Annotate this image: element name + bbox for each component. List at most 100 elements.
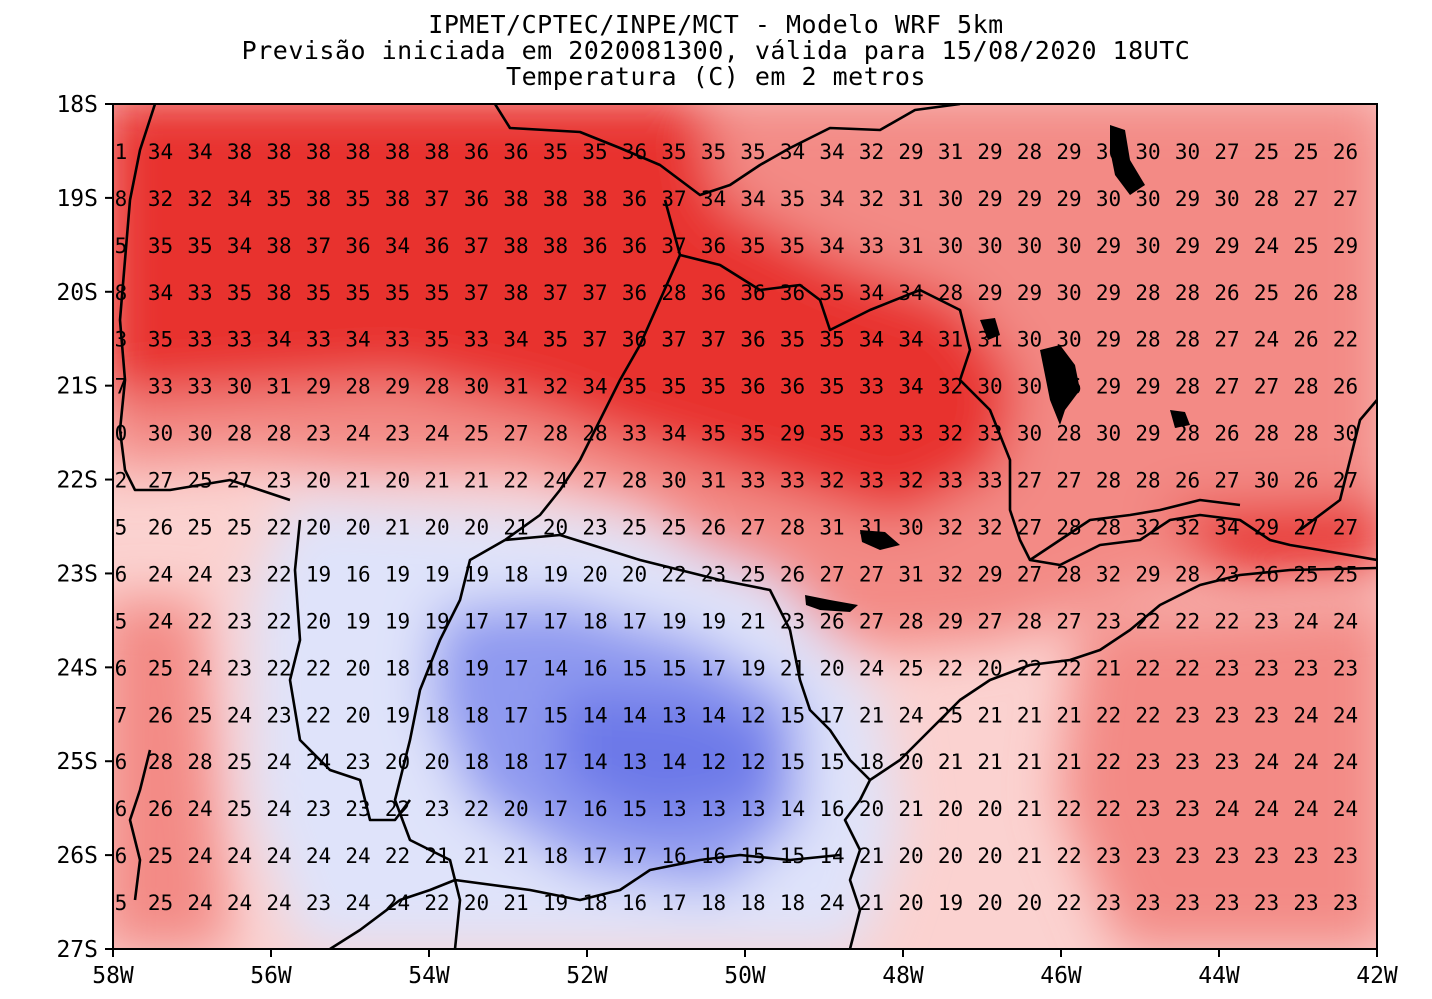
temperature-value: 27 bbox=[1214, 469, 1239, 493]
temperature-value: 18 bbox=[859, 750, 884, 774]
temperature-value: 27 bbox=[503, 422, 528, 446]
temperature-value: 30 bbox=[1017, 422, 1042, 446]
temperature-value: 32 bbox=[148, 187, 173, 211]
temperature-value: 32 bbox=[898, 469, 923, 493]
temperature-value: 35 bbox=[819, 375, 844, 399]
temperature-value: 33 bbox=[187, 281, 212, 305]
temperature-value: 20 bbox=[464, 516, 489, 540]
temperature-value: 26 bbox=[148, 797, 173, 821]
temperature-value: 27 bbox=[859, 609, 884, 633]
temperature-value: 30 bbox=[1096, 140, 1121, 164]
temperature-value: 27 bbox=[1293, 516, 1318, 540]
temperature-value: 35 bbox=[266, 187, 291, 211]
temperature-value: 28 bbox=[543, 422, 568, 446]
temperature-value: 27 bbox=[227, 469, 252, 493]
temperature-value: 25 bbox=[898, 656, 923, 680]
temperature-value: 28 bbox=[266, 422, 291, 446]
temperature-value: 38 bbox=[266, 281, 291, 305]
temperature-value: 2 bbox=[1379, 844, 1392, 868]
temperature-value: 21 bbox=[424, 844, 449, 868]
temperature-value: 29 bbox=[1017, 281, 1042, 305]
temperature-value: 27 bbox=[740, 516, 765, 540]
temperature-value: 22 bbox=[464, 797, 489, 821]
temperature-value: 29 bbox=[1135, 375, 1160, 399]
border-pr-sp bbox=[504, 533, 871, 781]
temperature-value: 23 bbox=[1254, 703, 1279, 727]
temperature-value: 30 bbox=[187, 422, 212, 446]
temperature-value: 29 bbox=[1175, 234, 1200, 258]
border-south-west bbox=[128, 749, 152, 901]
temperature-value: 22 bbox=[306, 656, 331, 680]
temperature-value: 23 bbox=[1254, 891, 1279, 915]
temperature-value: 20 bbox=[938, 797, 963, 821]
temperature-value: 27 bbox=[1333, 469, 1358, 493]
temperature-value: 2 bbox=[1379, 469, 1392, 493]
temperature-value: 18 bbox=[503, 750, 528, 774]
temperature-value: 32 bbox=[1096, 562, 1121, 586]
temperature-value: 35 bbox=[740, 422, 765, 446]
temperature-value: 28 bbox=[622, 469, 647, 493]
temperature-value: 30 bbox=[1135, 140, 1160, 164]
temperature-value: 24 bbox=[148, 609, 173, 633]
temperature-value: 38 bbox=[306, 140, 331, 164]
temperature-value: 34 bbox=[148, 140, 173, 164]
field-coldest-zone bbox=[560, 690, 780, 820]
temperature-value: 29 bbox=[1254, 516, 1279, 540]
temperature-value: 35 bbox=[622, 375, 647, 399]
temperature-value: 22 bbox=[187, 609, 212, 633]
temperature-value: 24 bbox=[227, 703, 252, 727]
temperature-value: 35 bbox=[543, 328, 568, 352]
temperature-value: 22 bbox=[1056, 891, 1081, 915]
temperature-value: 23 bbox=[306, 422, 331, 446]
temperature-value: 20 bbox=[345, 703, 370, 727]
temperature-value: 28 bbox=[1254, 422, 1279, 446]
x-tick-label: 52W bbox=[566, 963, 608, 989]
temperature-value: 14 bbox=[701, 703, 726, 727]
temperature-value: 30 bbox=[148, 422, 173, 446]
temperature-value: 23 bbox=[1214, 844, 1239, 868]
temperature-value: 25 bbox=[148, 844, 173, 868]
temperature-value: 35 bbox=[187, 234, 212, 258]
temperature-value: 38 bbox=[543, 234, 568, 258]
temperature-value: 22 bbox=[1056, 844, 1081, 868]
temperature-value: 26 bbox=[1254, 562, 1279, 586]
temperature-value: 2 bbox=[1379, 891, 1392, 915]
temperature-value: 27 bbox=[1214, 140, 1239, 164]
temperature-value: 36 bbox=[503, 140, 528, 164]
temperature-value: 37 bbox=[661, 234, 686, 258]
temperature-value: 3 bbox=[1379, 422, 1392, 446]
temperature-value: 34 bbox=[582, 375, 607, 399]
temperature-value: 27 bbox=[1333, 187, 1358, 211]
temperature-value: 28 bbox=[1017, 609, 1042, 633]
temperature-value: 22 bbox=[424, 891, 449, 915]
x-tick-label: 46W bbox=[1040, 963, 1082, 989]
temperature-value: 20 bbox=[345, 656, 370, 680]
temperature-value: 35 bbox=[227, 281, 252, 305]
temperature-value: 24 bbox=[227, 891, 252, 915]
temperature-value: 23 bbox=[227, 656, 252, 680]
temperature-value: 5 bbox=[115, 516, 128, 540]
border-rs-sc bbox=[329, 878, 456, 949]
temperature-value: 24 bbox=[345, 844, 370, 868]
temperature-value: 38 bbox=[306, 187, 331, 211]
temperature-value: 0 bbox=[115, 422, 128, 446]
temperature-value: 25 bbox=[148, 656, 173, 680]
temperature-value: 6 bbox=[115, 562, 128, 586]
temperature-value: 25 bbox=[740, 562, 765, 586]
field-warm-se bbox=[1060, 600, 1377, 949]
temperature-value: 20 bbox=[977, 797, 1002, 821]
temperature-value: 23 bbox=[227, 609, 252, 633]
temperature-value: 5 bbox=[115, 891, 128, 915]
temperature-value: 15 bbox=[780, 703, 805, 727]
temperature-value: 22 bbox=[385, 844, 410, 868]
temperature-value: 26 bbox=[148, 703, 173, 727]
temperature-value: 30 bbox=[227, 375, 252, 399]
temperature-value: 6 bbox=[115, 797, 128, 821]
temperature-value: 28 bbox=[1096, 469, 1121, 493]
temperature-value: 20 bbox=[1017, 891, 1042, 915]
temperature-value: 21 bbox=[977, 703, 1002, 727]
temperature-value: 38 bbox=[543, 187, 568, 211]
temperature-value: 33 bbox=[464, 328, 489, 352]
temperature-value: 27 bbox=[977, 609, 1002, 633]
temperature-value: 23 bbox=[1293, 844, 1318, 868]
